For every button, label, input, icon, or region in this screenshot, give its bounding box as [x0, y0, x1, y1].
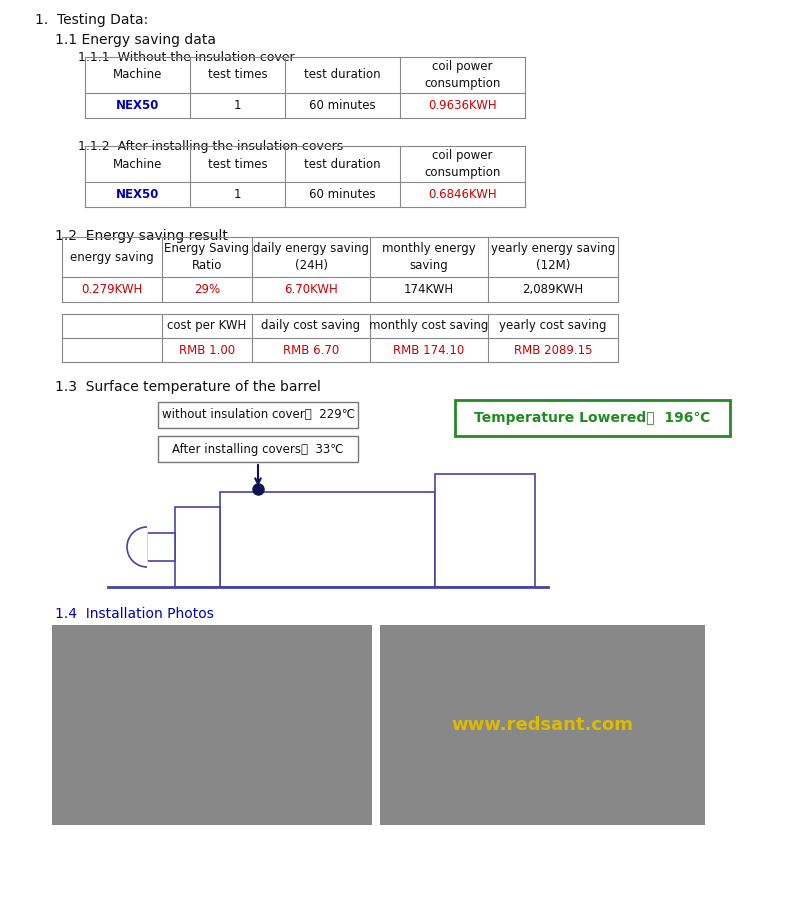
Text: 0.9636KWH: 0.9636KWH [428, 99, 497, 112]
FancyBboxPatch shape [158, 436, 358, 462]
FancyBboxPatch shape [455, 400, 730, 436]
Text: monthly energy
saving: monthly energy saving [382, 242, 476, 272]
Text: daily energy saving
(24H): daily energy saving (24H) [253, 242, 369, 272]
Text: Machine: Machine [113, 158, 162, 171]
FancyBboxPatch shape [435, 474, 535, 587]
Text: 1.1.1  Without the insulation cover: 1.1.1 Without the insulation cover [78, 51, 295, 64]
FancyBboxPatch shape [158, 402, 358, 428]
Text: 0.279KWH: 0.279KWH [81, 283, 143, 296]
Text: NEX50: NEX50 [116, 188, 159, 201]
FancyBboxPatch shape [52, 625, 372, 825]
Text: 1.3  Surface temperature of the barrel: 1.3 Surface temperature of the barrel [55, 380, 321, 394]
Text: test times: test times [208, 158, 268, 171]
Text: 2,089KWH: 2,089KWH [522, 283, 584, 296]
Text: Machine: Machine [113, 69, 162, 82]
Text: without insulation cover：  229℃: without insulation cover： 229℃ [161, 408, 354, 422]
Text: Temperature Lowered：  196℃: Temperature Lowered： 196℃ [475, 411, 711, 425]
Text: coil power
consumption: coil power consumption [424, 149, 501, 179]
Text: 1: 1 [233, 188, 241, 201]
Text: 29%: 29% [194, 283, 220, 296]
Text: www.redsant.com: www.redsant.com [452, 716, 634, 734]
Text: test duration: test duration [304, 69, 381, 82]
Text: RMB 174.10: RMB 174.10 [393, 344, 464, 357]
Text: 1.1 Energy saving data: 1.1 Energy saving data [55, 33, 216, 47]
Text: daily cost saving: daily cost saving [261, 319, 360, 333]
Text: RMB 6.70: RMB 6.70 [283, 344, 339, 357]
FancyBboxPatch shape [220, 492, 435, 587]
Text: cost per KWH: cost per KWH [168, 319, 247, 333]
Text: test times: test times [208, 69, 268, 82]
Text: 1: 1 [233, 99, 241, 112]
Text: 0.6846KWH: 0.6846KWH [428, 188, 497, 201]
Text: 1.4  Installation Photos: 1.4 Installation Photos [55, 607, 214, 621]
Wedge shape [127, 527, 147, 567]
Text: 60 minutes: 60 minutes [309, 99, 376, 112]
Text: monthly cost saving: monthly cost saving [369, 319, 488, 333]
Text: RMB 2089.15: RMB 2089.15 [514, 344, 592, 357]
Text: coil power
consumption: coil power consumption [424, 60, 501, 90]
Text: energy saving: energy saving [70, 250, 154, 263]
FancyBboxPatch shape [147, 533, 175, 561]
Text: Energy Saving
Ratio: Energy Saving Ratio [164, 242, 249, 272]
Text: 1.2  Energy saving result: 1.2 Energy saving result [55, 229, 228, 243]
Text: After installing covers：  33℃: After installing covers： 33℃ [172, 443, 344, 456]
Text: RMB 1.00: RMB 1.00 [179, 344, 235, 357]
Text: 174KWH: 174KWH [404, 283, 454, 296]
Text: 6.70KWH: 6.70KWH [284, 283, 338, 296]
Text: 1.1.2  After installing the insulation covers: 1.1.2 After installing the insulation co… [78, 140, 343, 153]
Text: NEX50: NEX50 [116, 99, 159, 112]
Text: yearly energy saving
(12M): yearly energy saving (12M) [491, 242, 615, 272]
Text: yearly cost saving: yearly cost saving [499, 319, 607, 333]
Text: 60 minutes: 60 minutes [309, 188, 376, 201]
FancyBboxPatch shape [175, 507, 220, 587]
Text: 1.  Testing Data:: 1. Testing Data: [35, 13, 148, 27]
Text: test duration: test duration [304, 158, 381, 171]
FancyBboxPatch shape [380, 625, 705, 825]
